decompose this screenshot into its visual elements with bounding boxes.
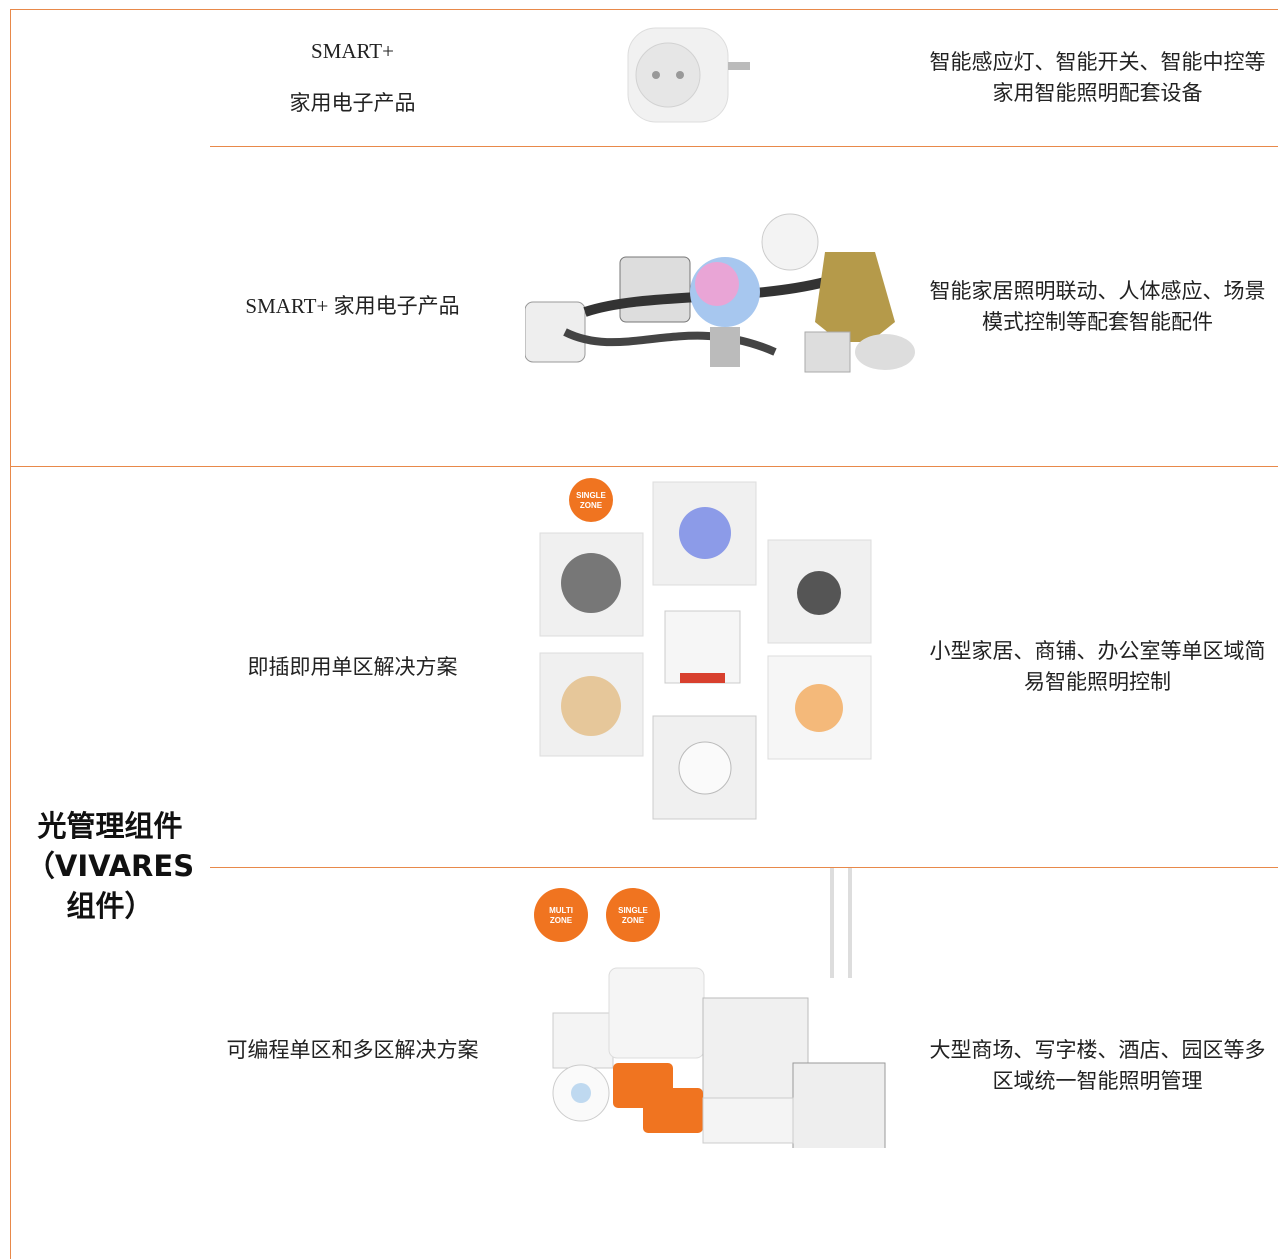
description: 小型家居、商铺、办公室等单区域简易智能照明控制 bbox=[929, 639, 1266, 694]
badge-text: SINGLE bbox=[576, 491, 606, 500]
group-label: 光管理组件（VIVARES组件） bbox=[25, 809, 195, 923]
description: 智能感应灯、智能开关、智能中控等家用智能照明配套设备 bbox=[929, 50, 1266, 105]
product-image: SINGLE ZONE bbox=[539, 478, 872, 820]
badge-text: MULTI bbox=[549, 906, 573, 915]
description: 智能家居照明联动、人体感应、场景模式控制等配套智能配件 bbox=[929, 279, 1266, 334]
product-line: SMART+ bbox=[311, 39, 394, 63]
badge-text: ZONE bbox=[550, 916, 573, 925]
product-line: SMART+ 家用电子产品 bbox=[245, 294, 460, 318]
product-line: 即插即用单区解决方案 bbox=[247, 655, 458, 679]
border bbox=[210, 867, 1278, 868]
product-image bbox=[627, 27, 750, 123]
border bbox=[10, 466, 1278, 467]
product-image bbox=[525, 213, 915, 373]
description: 大型商场、写字楼、酒店、园区等多区域统一智能照明管理 bbox=[929, 1038, 1266, 1093]
badge-text: SINGLE bbox=[618, 906, 648, 915]
product-line: 可编程单区和多区解决方案 bbox=[226, 1038, 479, 1062]
product-line: 家用电子产品 bbox=[289, 91, 416, 115]
border bbox=[10, 9, 11, 1259]
border bbox=[210, 146, 1278, 147]
product-image: MULTI ZONE SINGLE ZONE bbox=[534, 868, 886, 1148]
badge-text: ZONE bbox=[580, 501, 603, 510]
badge-text: ZONE bbox=[622, 916, 645, 925]
border bbox=[10, 9, 1278, 10]
